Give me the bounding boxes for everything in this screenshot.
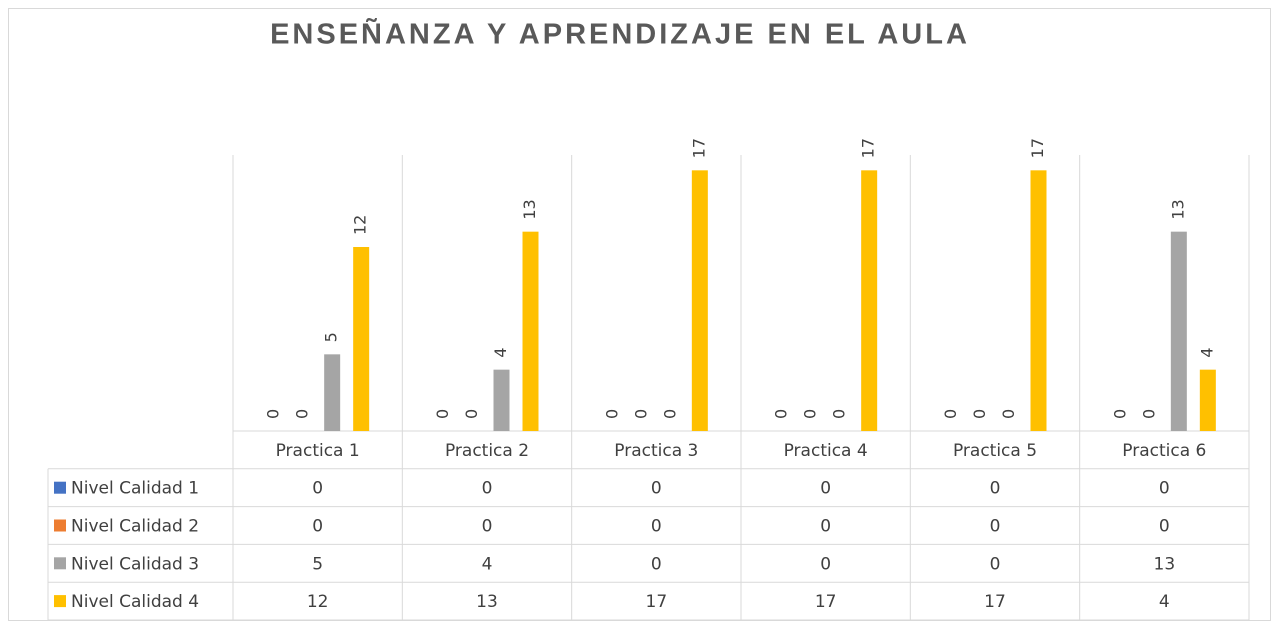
table-cell: 13: [476, 592, 498, 612]
data-label: 0: [602, 409, 621, 419]
table-cell: 0: [312, 479, 323, 499]
table-cell: 0: [990, 479, 1001, 499]
data-label: 0: [462, 409, 481, 419]
x-tick-label: Practica 5: [953, 441, 1037, 461]
chart-title: ENSEÑANZA Y APRENDIZAJE EN EL AULA: [270, 17, 970, 51]
table-cell: 0: [482, 479, 493, 499]
legend-key: [54, 557, 66, 570]
data-label: 0: [941, 409, 960, 419]
table-cell: 0: [1159, 479, 1170, 499]
bar: [353, 247, 370, 431]
data-label: 0: [999, 409, 1018, 419]
table-cell: 0: [820, 479, 831, 499]
legend-label: Nivel Calidad 1: [71, 479, 199, 499]
x-tick-label: Practica 1: [276, 441, 360, 461]
table-cell: 4: [482, 554, 493, 574]
data-label: 0: [1139, 409, 1158, 419]
table-cell: 17: [646, 592, 668, 612]
bar: [1199, 369, 1216, 431]
data-label: 0: [264, 409, 283, 419]
table-cell: 5: [312, 554, 323, 574]
table-cell: 0: [990, 517, 1001, 537]
table-cell: 0: [820, 554, 831, 574]
legend-label: Nivel Calidad 4: [71, 592, 199, 612]
table-cell: 0: [990, 554, 1001, 574]
data-label: 0: [1110, 409, 1129, 419]
bar: [1170, 231, 1187, 431]
table-cell: 4: [1159, 592, 1170, 612]
x-tick-label: Practica 2: [445, 441, 529, 461]
table-cell: 17: [984, 592, 1006, 612]
data-label: 12: [351, 215, 370, 235]
data-label: 0: [660, 409, 679, 419]
data-label: 5: [322, 332, 341, 342]
bar: [493, 369, 510, 431]
table-cell: 13: [1154, 554, 1176, 574]
legend-key: [54, 595, 66, 608]
data-label: 0: [970, 409, 989, 419]
bar: [691, 170, 708, 432]
data-label: 0: [293, 409, 312, 419]
bar: [861, 170, 878, 432]
x-tick-label: Practica 6: [1122, 441, 1206, 461]
bar: [1030, 170, 1047, 432]
x-tick-label: Practica 3: [614, 441, 698, 461]
table-cell: 17: [815, 592, 837, 612]
data-label: 0: [772, 409, 791, 419]
data-label: 17: [859, 138, 878, 158]
data-label: 0: [631, 409, 650, 419]
bar: [324, 354, 341, 431]
table-cell: 0: [820, 517, 831, 537]
data-label: 0: [830, 409, 849, 419]
table-cell: 0: [1159, 517, 1170, 537]
data-label: 17: [1028, 138, 1047, 158]
legend-label: Nivel Calidad 2: [71, 517, 199, 537]
table-cell: 0: [651, 479, 662, 499]
x-tick-label: Practica 4: [784, 441, 868, 461]
legend-label: Nivel Calidad 3: [71, 554, 199, 574]
chart-border: [8, 8, 1271, 621]
table-cell: 0: [312, 517, 323, 537]
table-cell: 0: [651, 517, 662, 537]
data-label: 13: [1168, 199, 1187, 219]
table-cell: 12: [307, 592, 329, 612]
data-label: 0: [801, 409, 820, 419]
legend-key: [54, 519, 66, 532]
data-label: 4: [491, 347, 510, 357]
table-cell: 0: [651, 554, 662, 574]
data-label: 4: [1197, 347, 1216, 357]
legend-key: [54, 481, 66, 494]
table-cell: 0: [482, 517, 493, 537]
data-label: 0: [433, 409, 452, 419]
data-label: 13: [520, 199, 539, 219]
bar: [522, 231, 539, 431]
data-label: 17: [689, 138, 708, 158]
